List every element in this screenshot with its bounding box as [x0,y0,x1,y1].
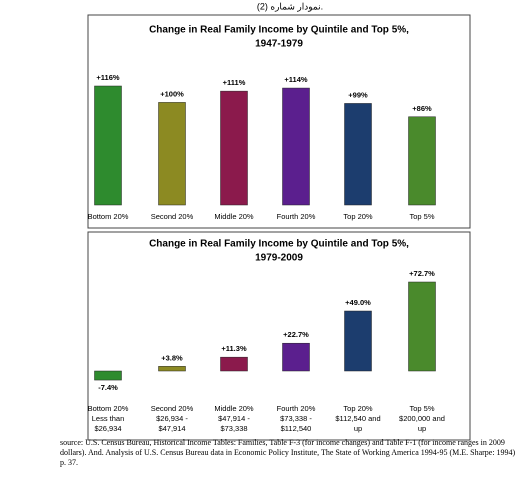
value-label: +72.7% [409,269,435,278]
category-label: $200,000 and [399,414,445,423]
bar [408,116,436,206]
category-label: $73,338 - [280,414,312,423]
bar [344,310,372,372]
category-label: Bottom 20% [88,212,129,221]
category-label: Less than [92,414,125,423]
category-label: Top 20% [343,404,373,413]
chart-title: 1947-1979 [255,39,303,50]
category-label: $73,338 [220,424,247,433]
category-label: $47,914 - [218,414,250,423]
value-label: +116% [96,73,119,82]
bar [220,90,248,206]
value-label: -7.4% [98,383,118,392]
category-label: Second 20% [151,212,194,221]
source-note: source: U.S. Census Bureau, Historical I… [60,438,516,467]
category-label: Top 5% [409,212,434,221]
bar [158,102,186,206]
category-label: $26,934 - [156,414,188,423]
value-label: +3.8% [161,353,183,362]
chart-title: Change in Real Family Income by Quintile… [149,239,409,250]
bar [158,366,186,372]
category-label: Top 5% [409,404,434,413]
category-label: up [354,424,362,433]
category-label: Fourth 20% [277,212,316,221]
bar [344,103,372,206]
value-label: +22.7% [283,330,309,339]
category-label: $26,934 [94,424,121,433]
category-label: Bottom 20% [88,404,129,413]
category-label: $47,914 [158,424,185,433]
category-label: Top 20% [343,212,373,221]
caption: نمودار شماره (2). [257,1,323,12]
chart-frame [87,14,471,229]
value-label: +100% [160,89,184,98]
category-label: Middle 20% [214,404,254,413]
bar [282,87,310,206]
value-label: +114% [284,75,307,84]
chart-title: 1979-2009 [255,253,303,264]
value-label: +86% [412,104,432,113]
category-label: $112,540 [281,424,312,433]
bar [220,356,248,372]
category-label: Fourth 20% [277,404,316,413]
value-label: +11.3% [221,344,247,353]
bar [408,281,436,372]
value-label: +99% [348,90,368,99]
bar [282,342,310,372]
chart-title: Change in Real Family Income by Quintile… [149,25,409,36]
category-label: Middle 20% [214,212,254,221]
category-label: up [418,424,426,433]
value-label: +49.0% [345,298,371,307]
bar [94,370,122,381]
category-label: Second 20% [151,404,194,413]
bar [94,85,122,206]
value-label: +111% [223,78,246,87]
chart-frame [87,231,471,441]
category-label: $112,540 and [335,414,380,423]
